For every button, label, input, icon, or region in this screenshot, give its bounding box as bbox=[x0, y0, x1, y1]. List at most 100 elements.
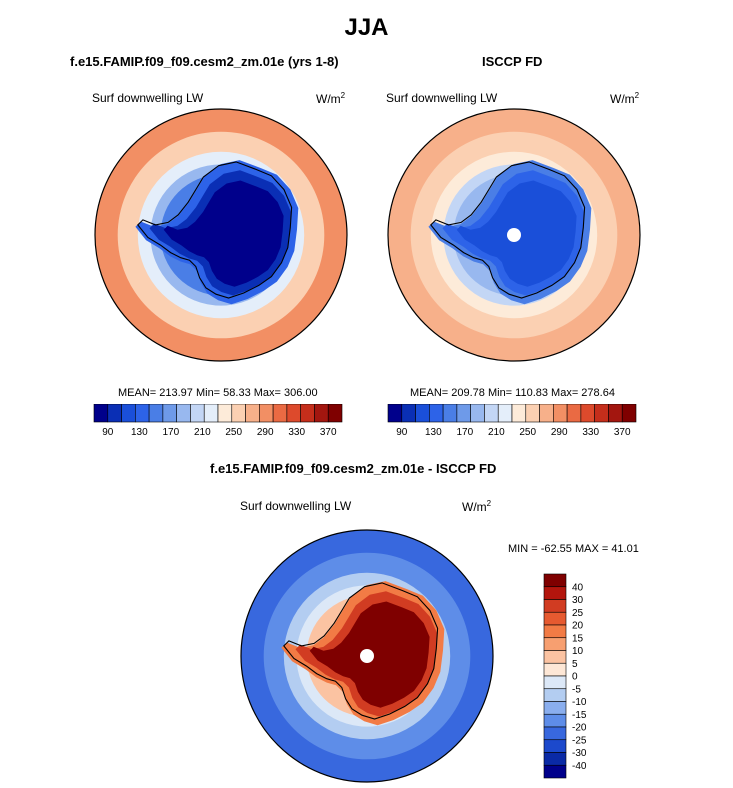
panel-diff-map-border bbox=[240, 529, 494, 783]
panel-model-field bbox=[95, 109, 347, 361]
panel-model-cbar-label: 210 bbox=[194, 427, 211, 438]
page-title: JJA bbox=[344, 14, 389, 41]
panel-obs-cbar-label: 290 bbox=[551, 427, 568, 438]
panel-diff-cbar-label: -40 bbox=[572, 761, 587, 772]
panel-diff-stats: MIN = -62.55 MAX = 41.01 bbox=[508, 543, 639, 555]
panel-diff-cbar-label: 10 bbox=[572, 646, 584, 657]
panel-obs-cbar-box bbox=[429, 404, 444, 423]
panel-model-cbar-box bbox=[259, 404, 274, 423]
panel-obs-cbar-box bbox=[470, 404, 485, 423]
panel-obs-variable: Surf downwelling LW bbox=[386, 91, 498, 105]
panel-model-cbar-label: 250 bbox=[225, 427, 242, 438]
panel-model-cbar-label: 170 bbox=[162, 427, 179, 438]
panel-obs-cbar-box bbox=[608, 404, 623, 423]
panel-obs-cbar-box bbox=[580, 404, 595, 423]
panel-obs-stats: MEAN= 209.78 Min= 110.83 Max= 278.64 bbox=[410, 387, 615, 399]
panel-obs-cbar-box bbox=[387, 404, 403, 423]
panel-obs-coastline bbox=[430, 161, 586, 299]
panel-obs-cbar-box bbox=[566, 404, 582, 423]
panel-diff-cbar-box bbox=[543, 611, 567, 626]
panel-model-title: f.e15.FAMIP.f09_f09.cesm2_zm.01e (yrs 1-… bbox=[70, 54, 339, 69]
panel-diff-cbar-box bbox=[543, 586, 567, 600]
panel-diff-cbar-box bbox=[543, 701, 567, 715]
panel-obs-cbar-label: 370 bbox=[614, 427, 631, 438]
panel-obs-cbar-box bbox=[456, 404, 471, 423]
panel-model-cbar-label: 330 bbox=[288, 427, 305, 438]
panel-model-cbar-box bbox=[93, 404, 109, 423]
panel-diff-cbar-label: -30 bbox=[572, 748, 587, 759]
panel-model-coastline bbox=[137, 161, 293, 299]
panel-diff-pole-missing bbox=[360, 649, 374, 663]
panel-obs-colorbar: 90 130 170 210 250 290 330 370 bbox=[387, 404, 637, 438]
panel-diff-cbar-box bbox=[543, 675, 567, 690]
panel-obs-cbar-label: 330 bbox=[582, 427, 599, 438]
panel-model-map-border bbox=[94, 108, 348, 362]
panel-model-cbar-box bbox=[162, 404, 177, 423]
panel-diff-cbar-box bbox=[543, 573, 567, 588]
panel-model-cbar-label: 290 bbox=[257, 427, 274, 438]
panel-obs-cbar-box bbox=[525, 404, 540, 423]
panel-diff-cbar-label: -15 bbox=[572, 710, 587, 721]
panel-obs-cbar-label: 170 bbox=[456, 427, 473, 438]
panel-diff-cbar-label: 25 bbox=[572, 608, 584, 619]
panel-model-continent-layer bbox=[163, 180, 284, 287]
panel-model-cbar-box bbox=[203, 404, 219, 423]
panel-diff-coastline bbox=[283, 582, 439, 720]
panel-diff-cbar-box bbox=[543, 739, 567, 753]
panel-obs-map bbox=[387, 108, 641, 362]
panel-diff-cbar-label: -5 bbox=[572, 684, 581, 695]
panel-model-map bbox=[94, 108, 348, 362]
panel-model-cbar-label: 90 bbox=[102, 427, 114, 438]
panel-obs-map-border bbox=[387, 108, 641, 362]
panel-model-cbar-box bbox=[190, 404, 205, 423]
panel-diff-cbar-box bbox=[543, 726, 567, 741]
panel-model-colorbar: 90 130 170 210 250 290 330 370 bbox=[93, 404, 343, 438]
panel-diff-cbar-label: -25 bbox=[572, 735, 587, 746]
panel-diff-map bbox=[240, 529, 494, 783]
panel-diff-cbar-box bbox=[543, 764, 567, 779]
panel-obs-cbar-box bbox=[594, 404, 609, 423]
panel-diff-cbar-label: 0 bbox=[572, 672, 578, 683]
panel-obs-cbar-box bbox=[442, 404, 458, 423]
panel-obs-cbar-box bbox=[415, 404, 430, 423]
panel-diff-cbar-box bbox=[543, 624, 567, 639]
panel-model-cbar-box bbox=[327, 404, 343, 423]
panel-diff-cbar-box bbox=[543, 662, 567, 677]
panel-obs-cbar-box bbox=[511, 404, 527, 423]
panel-model-cbar-label: 370 bbox=[320, 427, 337, 438]
panel-obs-cbar-box bbox=[621, 404, 637, 423]
panel-model-cbar-box bbox=[300, 404, 315, 423]
panel-obs-cbar-label: 210 bbox=[488, 427, 505, 438]
panel-model-stats: MEAN= 213.97 Min= 58.33 Max= 306.00 bbox=[118, 387, 318, 399]
panel-model-cbar-label: 130 bbox=[131, 427, 148, 438]
panel-diff-cbar-box bbox=[543, 688, 567, 702]
panel-diff-cbar-box bbox=[543, 752, 567, 766]
panel-diff-units: W/m2 bbox=[462, 499, 492, 514]
panel-model-cbar-box bbox=[121, 404, 136, 423]
panel-obs-cbar-label: 90 bbox=[396, 427, 408, 438]
panel-obs-cbar-box bbox=[401, 404, 416, 423]
panel-model-units: W/m2 bbox=[316, 91, 346, 106]
panel-obs-units: W/m2 bbox=[610, 91, 640, 106]
panel-model-cbar-box bbox=[107, 404, 122, 423]
panel-diff-cbar-box bbox=[543, 599, 567, 613]
panel-diff-cbar-box bbox=[543, 637, 567, 651]
panel-model-cbar-box bbox=[245, 404, 260, 423]
panel-model-cbar-box bbox=[135, 404, 150, 423]
panel-model-cbar-box bbox=[272, 404, 288, 423]
panel-diff-cbar-label: -10 bbox=[572, 697, 587, 708]
panel-diff-cbar-label: 40 bbox=[572, 582, 584, 593]
panel-model-cbar-box bbox=[148, 404, 164, 423]
panel-model-cbar-box bbox=[231, 404, 246, 423]
panel-obs-cbar-box bbox=[497, 404, 513, 423]
panel-obs-cbar-label: 130 bbox=[425, 427, 442, 438]
panel-obs-cbar-label: 250 bbox=[519, 427, 536, 438]
panel-obs-pole-missing bbox=[507, 228, 521, 242]
panel-model-cbar-box bbox=[286, 404, 301, 423]
panel-model-variable: Surf downwelling LW bbox=[92, 91, 204, 105]
panel-diff-title: f.e15.FAMIP.f09_f09.cesm2_zm.01e - ISCCP… bbox=[210, 461, 497, 476]
panel-obs-cbar-box bbox=[484, 404, 499, 423]
panel-diff-cbar-label: 20 bbox=[572, 621, 584, 632]
panel-diff-cbar-label: 15 bbox=[572, 633, 584, 644]
